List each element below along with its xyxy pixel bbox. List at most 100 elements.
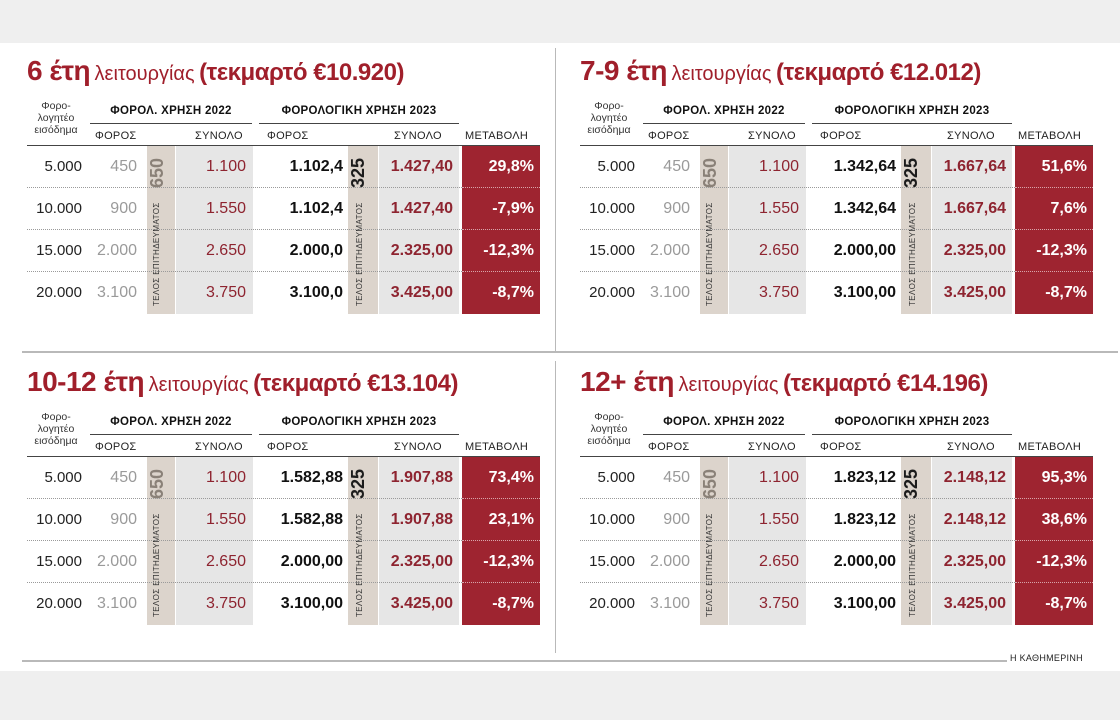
tax-2023-cell: 1.342,64 [833,200,896,217]
table-row: 5.000 450 1.100 1.582,88 1.907,88 73,4% [27,457,547,499]
table-row: 10.000 900 1.550 1.102,4 1.427,40 -7,9% [27,188,547,230]
table-row: 10.000 900 1.550 1.823,12 2.148,12 38,6% [580,499,1100,541]
income-cell: 15.000 [36,553,82,570]
panel-title-operation: λειτουργίας [671,63,772,85]
income-header-line: Φορο- [41,411,71,423]
change-header: ΜΕΤΑΒΟΛΗ [465,130,529,142]
table-row: 20.000 3.100 3.750 3.100,00 3.425,00 -8,7% [580,272,1100,314]
total-2022-cell: 1.550 [205,200,246,217]
panel-title: 6 έτη λειτουργίας (τεκμαρτό €10.920) [27,55,404,87]
tax-2022-cell: 2.000 [96,242,137,259]
subheader-rule [27,456,540,457]
tax-2023-cell: 1.102,4 [289,200,343,217]
total-2023-cell: 1.427,40 [390,158,453,175]
change-cell: -8,7% [492,284,534,301]
table-row: 20.000 3.100 3.750 3.100,0 3.425,00 -8,7% [27,272,547,314]
total-2022-cell: 2.650 [205,553,246,570]
tax-table-panel-2: 7-9 έτη λειτουργίας (τεκμαρτό €12.012) Φ… [580,55,1100,345]
income-cell: 20.000 [36,284,82,301]
total-2023-cell: 2.325,00 [943,242,1006,259]
professional-fee-2023-column: 325 ΤΕΛΟΣ ΕΠΙΤΗΔΕΥΜΑΤΟΣ [901,457,931,625]
tax-2022-cell: 900 [663,200,690,217]
tax-2022-cell: 2.000 [649,242,690,259]
table-row: 15.000 2.000 2.650 2.000,00 2.325,00 -12,3% [580,541,1100,583]
table-row: 5.000 450 1.100 1.102,4 1.427,40 29,8% [27,146,547,188]
row-separator [27,540,462,541]
tax-2023-cell: 2.000,00 [280,553,343,570]
total-2022-column-bg [729,146,806,314]
row-separator [580,540,1015,541]
tax-2022-header: ΦΟΡΟΣ [95,130,137,142]
income-cell: 5.000 [597,158,635,175]
subheader-rule [580,456,1093,457]
panel-title: 7-9 έτη λειτουργίας (τεκμαρτό €12.012) [580,55,981,87]
header-rule-2022 [643,123,805,124]
income-header-line: λογητέο [37,423,75,435]
total-2023-cell: 1.667,64 [943,158,1006,175]
tax-2022-cell: 900 [663,511,690,528]
income-cell: 15.000 [589,242,635,259]
change-header: ΜΕΤΑΒΟΛΗ [1018,441,1082,453]
total-2022-cell: 3.750 [205,284,246,301]
tax-2022-header: ΦΟΡΟΣ [648,130,690,142]
tax-2022-cell: 900 [110,200,137,217]
panel-title-years: 10-12 έτη [27,366,145,397]
tax-2022-cell: 450 [663,158,690,175]
total-2023-cell: 3.425,00 [390,284,453,301]
tax-table-panel-1: 6 έτη λειτουργίας (τεκμαρτό €10.920) Φορ… [27,55,547,345]
professional-fee-2023-column: 325 ΤΕΛΟΣ ΕΠΙΤΗΔΕΥΜΑΤΟΣ [348,457,378,625]
change-cell: 29,8% [488,158,534,175]
panel-title-presumptive: (τεκμαρτό €10.920) [199,59,404,86]
total-2023-cell: 3.425,00 [943,595,1006,612]
row-separator-change [462,540,540,541]
income-header-line: εισόδημα [587,435,631,447]
total-2022-header: ΣΥΝΟΛΟ [748,441,796,453]
income-cell: 20.000 [589,284,635,301]
subheader-rule [27,145,540,146]
total-2022-cell: 3.750 [205,595,246,612]
income-cell: 15.000 [36,242,82,259]
tax-2023-cell: 1.582,88 [280,469,343,486]
total-2022-cell: 2.650 [205,242,246,259]
header-rule-2023 [259,434,459,435]
total-2022-header: ΣΥΝΟΛΟ [195,130,243,142]
tax-2022-header: ΦΟΡΟΣ [95,441,137,453]
panel-title-operation: λειτουργίας [678,374,779,396]
header-rule-2023 [812,123,1012,124]
header-rule-2022 [90,434,252,435]
professional-fee-2022-column: 650 ΤΕΛΟΣ ΕΠΙΤΗΔΕΥΜΑΤΟΣ [700,146,728,314]
row-separator-change [462,498,540,499]
tax-table-panel-4: 12+ έτη λειτουργίας (τεκμαρτό €14.196) Φ… [580,366,1100,656]
total-2022-cell: 1.100 [758,158,799,175]
tax-2022-cell: 3.100 [96,595,137,612]
income-column-header: Φορο-λογητέο εισόδημα [27,100,85,136]
total-2022-cell: 3.750 [758,284,799,301]
row-separator [580,271,1015,272]
total-2022-cell: 1.100 [205,158,246,175]
total-2022-header: ΣΥΝΟΛΟ [195,441,243,453]
total-2023-cell: 3.425,00 [390,595,453,612]
change-cell: 7,6% [1050,200,1087,217]
professional-fee-2022-column: 650 ΤΕΛΟΣ ΕΠΙΤΗΔΕΥΜΑΤΟΣ [147,457,175,625]
row-separator-change [462,582,540,583]
change-cell: -12,3% [1036,553,1087,570]
row-separator [27,498,462,499]
header-rule-2023 [259,123,459,124]
total-2022-cell: 1.550 [205,511,246,528]
total-2023-cell: 1.667,64 [943,200,1006,217]
row-separator-change [1015,187,1093,188]
change-cell: -12,3% [1036,242,1087,259]
tax-2022-cell: 3.100 [96,284,137,301]
year-2023-header: ΦΟΡΟΛΟΓΙΚΗ ΧΡΗΣΗ 2023 [834,105,990,117]
income-header-line: λογητέο [590,423,628,435]
panel-title-presumptive: (τεκμαρτό €13.104) [253,370,458,397]
row-separator-change [1015,498,1093,499]
professional-fee-2022-column: 650 ΤΕΛΟΣ ΕΠΙΤΗΔΕΥΜΑΤΟΣ [700,457,728,625]
total-2023-cell: 3.425,00 [943,284,1006,301]
year-2022-header: ΦΟΡΟΛ. ΧΡΗΣΗ 2022 [110,416,232,428]
change-header: ΜΕΤΑΒΟΛΗ [465,441,529,453]
change-cell: -12,3% [483,553,534,570]
income-header-line: Φορο- [594,100,624,112]
table-row: 20.000 3.100 3.750 3.100,00 3.425,00 -8,7% [580,583,1100,625]
change-cell: -7,9% [492,200,534,217]
